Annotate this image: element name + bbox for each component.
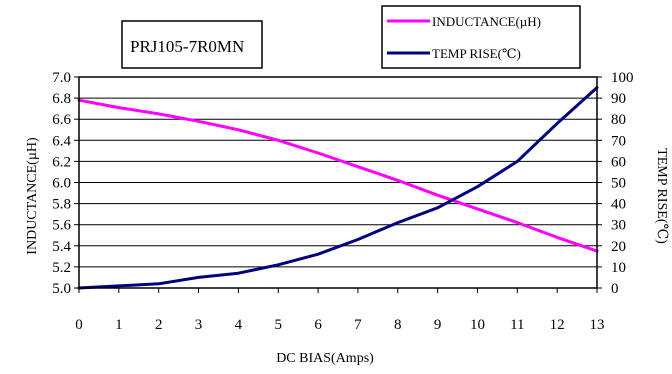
x-tick-label-6: 6 <box>314 317 322 333</box>
y-right-tick-label-7: 70 <box>611 133 626 149</box>
y-left-tick-label-2: 5.4 <box>52 239 71 255</box>
y-left-tick-label-7: 6.4 <box>52 133 71 149</box>
title-frame <box>121 20 263 69</box>
y-right-tick-label-9: 90 <box>611 91 626 107</box>
legend-frame <box>381 5 581 69</box>
y-right-tick-label-3: 30 <box>611 218 626 234</box>
plot-area <box>78 76 598 289</box>
x-tick-label-7: 7 <box>354 317 362 333</box>
y-left-tick-label-5: 6.0 <box>52 176 71 192</box>
x-tick-label-2: 2 <box>155 317 163 333</box>
x-axis-title: DC BIAS(Amps) <box>276 351 374 366</box>
y-left-axis-title: INDUCTANCE(µH) <box>25 137 40 255</box>
x-tick-label-9: 9 <box>434 317 442 333</box>
y-left-tick-label-4: 5.8 <box>52 197 71 213</box>
legend-label-inductance: INDUCTANCE(µH) <box>432 14 541 29</box>
x-tick-label-10: 10 <box>470 317 485 333</box>
x-tick-label-4: 4 <box>235 317 243 333</box>
y-left-tick-label-6: 6.2 <box>52 154 71 170</box>
y-left-tick-label-1: 5.2 <box>52 260 71 276</box>
series-line-temp-rise <box>77 86 599 290</box>
x-tick-label-0: 0 <box>75 317 83 333</box>
x-tick-label-1: 1 <box>115 317 123 333</box>
y-right-tick-label-1: 10 <box>611 260 626 276</box>
y-left-tick-label-10: 7.0 <box>52 70 71 86</box>
x-tick-label-12: 12 <box>550 317 565 333</box>
y-right-tick-label-4: 40 <box>611 197 626 213</box>
x-tick-label-13: 13 <box>590 317 605 333</box>
y-right-tick-label-8: 80 <box>611 112 626 128</box>
chart-title: PRJ105-7R0MN <box>130 37 244 56</box>
y-left-tick-label-0: 5.0 <box>52 281 71 297</box>
series-line-inductance <box>77 98 599 253</box>
y-left-tick-label-3: 5.6 <box>52 218 71 234</box>
legend-label-temp-rise: TEMP RISE(℃) <box>432 46 521 61</box>
y-right-tick-label-10: 100 <box>611 70 634 86</box>
tick-labels: 5.05.25.45.65.86.06.26.46.66.87.00102030… <box>52 70 633 333</box>
y-right-tick-label-2: 20 <box>611 239 626 255</box>
y-right-tick-label-0: 0 <box>611 281 619 297</box>
x-tick-label-5: 5 <box>274 317 282 333</box>
y-left-tick-label-8: 6.6 <box>52 112 71 128</box>
series-lines <box>77 86 599 290</box>
chart-title-box: PRJ105-7R0MN <box>121 20 263 69</box>
grid <box>74 76 602 293</box>
x-tick-label-3: 3 <box>195 317 203 333</box>
x-tick-label-8: 8 <box>394 317 402 333</box>
x-tick-label-11: 11 <box>510 317 524 333</box>
y-right-axis-title: TEMP RISE(℃) <box>654 148 669 244</box>
y-left-tick-label-9: 6.8 <box>52 91 71 107</box>
y-right-tick-label-5: 50 <box>611 176 626 192</box>
y-right-tick-label-6: 60 <box>611 154 626 170</box>
legend: INDUCTANCE(µH) TEMP RISE(℃) <box>381 5 581 69</box>
